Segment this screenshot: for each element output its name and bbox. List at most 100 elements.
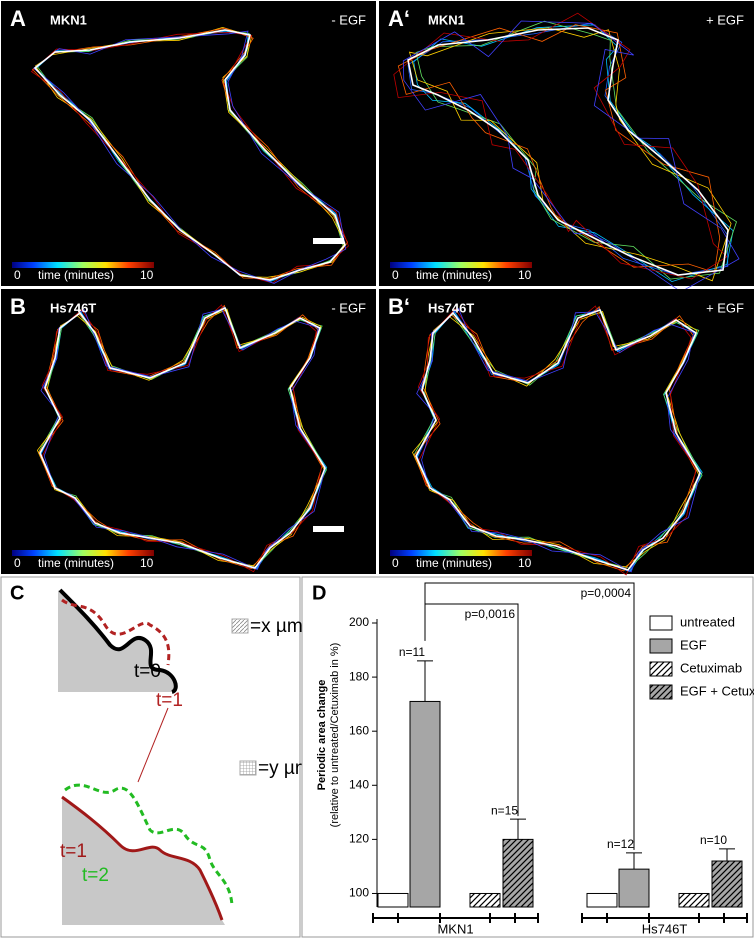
colorbar-label: time (minutes) [416,268,492,282]
colorbar [12,550,154,556]
x-tick-label: Hs746T [642,921,688,936]
label: =x µm² [250,616,309,637]
bar [469,892,501,908]
significance-bracket [424,603,519,817]
panel-letter: A‘ [388,6,410,31]
cell-outline [36,308,325,567]
cell-outline [33,30,347,284]
cell-line: MKN1 [428,12,465,27]
panel-letter: A [10,6,26,31]
colorbar-min: 0 [14,556,21,570]
error-bar [626,852,642,870]
label: t=2 [82,865,109,886]
legend-swatch [231,618,249,634]
cell-outline [397,24,721,273]
cell-outline [415,20,737,280]
p-value: p=0,0004 [581,586,632,600]
p-value: p=0,0016 [465,607,516,621]
n-label: n=15 [491,803,518,817]
colorbar-min: 0 [392,556,399,570]
cell-outline [407,22,729,276]
image-panel [379,1,754,286]
colorbar-max: 10 [140,268,154,282]
error-bar [417,660,433,702]
n-label: n=10 [700,833,727,847]
cell-outline [30,31,349,284]
colorbar-label: time (minutes) [38,556,114,570]
cell-outline [415,308,701,571]
y-axis-note: (relative to untreated/Cetuximab in %) [329,643,341,828]
y-tick-label: 140 [349,777,369,791]
error-bar [719,848,735,862]
treatment: - EGF [331,12,366,27]
colorbar-max: 10 [140,556,154,570]
panel-letter: D [312,582,326,604]
outline [61,795,224,921]
cell-line: Hs746T [50,300,96,315]
legend-swatch [649,684,673,700]
bar [711,860,743,908]
colorbar-min: 0 [392,268,399,282]
cell-outline [413,24,734,283]
category-bracket [581,913,748,923]
cell-outline [402,20,740,293]
label: t=1 [156,690,183,711]
arrow [137,707,169,783]
label: t=1 [60,841,87,862]
bar [586,892,618,908]
legend-swatch [649,615,673,631]
cell-outline [39,306,326,569]
colorbar [390,262,532,268]
legend-label: untreated [680,614,735,629]
legend-swatch [239,760,257,776]
cell-outline [407,27,729,276]
cell-outline [33,29,346,281]
outline [61,598,171,666]
y-tick-label: 120 [349,832,369,846]
y-tick-label: 100 [349,886,369,900]
n-label: n=11 [399,645,425,659]
image-panel [379,289,754,574]
cell-outline [34,26,346,278]
y-tick-label: 180 [349,669,369,683]
bar [377,892,409,908]
colorbar-max: 10 [518,268,532,282]
cell-outline [393,12,728,280]
bar [618,868,650,908]
colorbar-min: 0 [14,268,21,282]
legend-label: EGF + Cetuximab [680,683,754,698]
y-tick-label: 200 [349,615,369,629]
cell-line: Hs746T [428,300,474,315]
bar [409,700,441,908]
x-tick-label: MKN1 [437,921,473,936]
legend-swatch [649,638,673,654]
diagram-panel: C =x µm² t=0 t=1 =y µm² t=1 t=2 [0,576,317,938]
legend-label: EGF [680,637,707,652]
treatment: + EGF [706,300,744,315]
colorbar [12,262,154,268]
scale-bar [313,526,344,532]
error-bar [510,818,526,840]
scale-bar [313,238,344,244]
bar [678,892,710,908]
n-label: n=12 [607,837,634,851]
treatment: - EGF [331,300,366,315]
colorbar-max: 10 [518,556,532,570]
treatment: + EGF [706,12,744,27]
panel-letter: B‘ [388,294,410,319]
outline [58,588,178,694]
outline [64,783,234,906]
y-tick-label: 160 [349,723,369,737]
panel-letter: C [10,582,24,604]
legend-swatch [649,661,673,677]
cell-area [58,590,176,692]
colorbar-label: time (minutes) [38,268,114,282]
colorbar [390,550,532,556]
bar [502,838,534,908]
category-bracket [372,913,539,923]
y-axis-label: Periodic area change [316,680,328,791]
cell-outline [412,310,700,568]
cell-line: MKN1 [50,12,87,27]
legend-label: Cetuximab [680,660,742,675]
